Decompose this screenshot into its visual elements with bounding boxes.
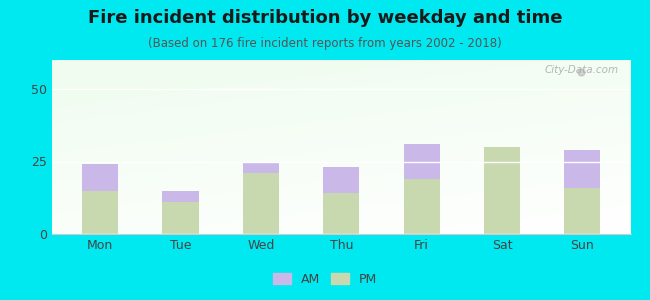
Bar bbox=[323, 194, 359, 234]
Text: (Based on 176 fire incident reports from years 2002 - 2018): (Based on 176 fire incident reports from… bbox=[148, 38, 502, 50]
Bar bbox=[162, 190, 199, 202]
Bar bbox=[162, 202, 199, 234]
Text: Fire incident distribution by weekday and time: Fire incident distribution by weekday an… bbox=[88, 9, 562, 27]
Bar bbox=[564, 150, 601, 188]
Bar bbox=[243, 173, 279, 234]
Bar bbox=[484, 147, 520, 234]
Legend: AM, PM: AM, PM bbox=[268, 268, 382, 291]
Bar bbox=[404, 179, 439, 234]
Bar bbox=[564, 188, 601, 234]
Bar bbox=[82, 164, 118, 190]
Bar bbox=[82, 190, 118, 234]
Bar bbox=[323, 167, 359, 194]
Bar bbox=[404, 144, 439, 179]
Bar bbox=[243, 161, 279, 173]
Text: City-Data.com: City-Data.com bbox=[545, 65, 619, 75]
